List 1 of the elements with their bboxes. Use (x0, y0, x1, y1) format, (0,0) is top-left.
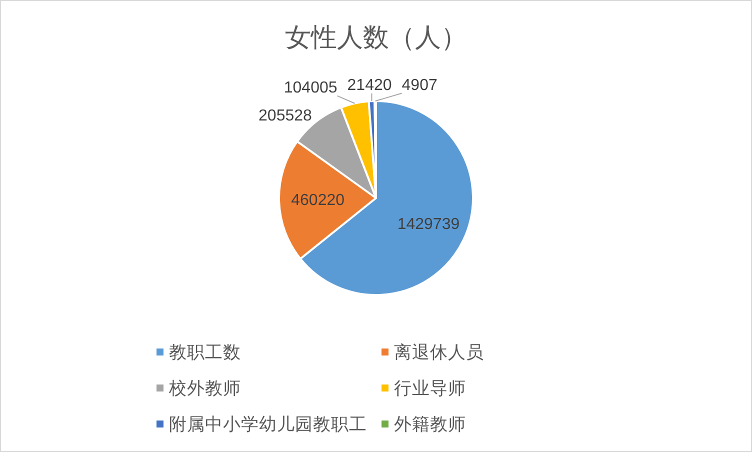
title: 女性人数（人） (285, 22, 467, 52)
